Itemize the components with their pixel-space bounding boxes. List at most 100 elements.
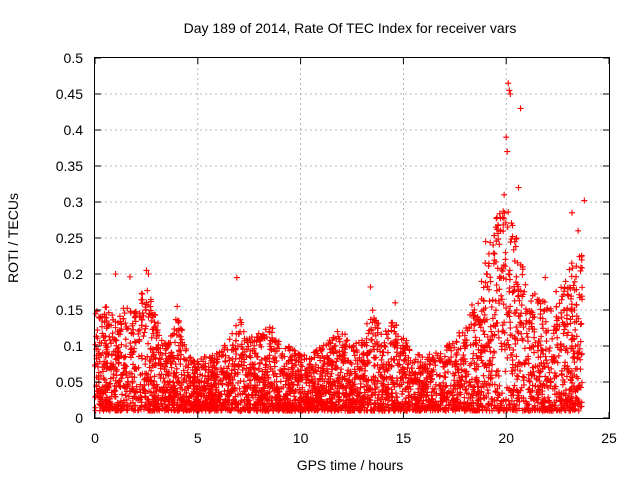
data-point [505, 271, 512, 278]
data-point [202, 366, 209, 373]
data-point [380, 349, 387, 356]
data-point [196, 398, 203, 405]
data-point [311, 385, 318, 392]
data-point [129, 320, 136, 327]
data-point [271, 359, 278, 366]
data-point [385, 407, 392, 414]
data-point [519, 271, 526, 278]
data-point [440, 363, 447, 370]
data-point [161, 395, 168, 402]
data-point [492, 388, 499, 395]
data-point [129, 405, 136, 412]
data-point [135, 353, 142, 360]
data-point [240, 388, 247, 395]
data-point [519, 335, 526, 342]
data-point [128, 329, 135, 336]
data-point [451, 377, 458, 384]
data-point [546, 407, 553, 414]
data-point [520, 291, 527, 298]
data-point [266, 388, 273, 395]
data-point [513, 386, 520, 393]
data-point [152, 323, 159, 330]
data-point [454, 366, 461, 373]
data-point [255, 330, 262, 337]
data-point [233, 330, 240, 337]
data-point [495, 236, 502, 243]
y-tick-label: 0.1 [64, 338, 84, 354]
data-point [142, 304, 149, 311]
data-point [575, 227, 582, 234]
data-point [120, 315, 127, 322]
data-point [145, 381, 152, 388]
data-point [342, 385, 349, 392]
data-point [371, 355, 378, 362]
data-point [509, 388, 516, 395]
data-point [199, 387, 206, 394]
data-point [573, 301, 580, 308]
data-point [229, 382, 236, 389]
data-point [123, 343, 130, 350]
data-point [253, 338, 260, 345]
data-point [528, 308, 535, 315]
data-point [262, 355, 269, 362]
data-point [172, 361, 179, 368]
data-point [253, 377, 260, 384]
data-point [514, 337, 521, 344]
data-point [500, 228, 507, 235]
data-point [467, 342, 474, 349]
data-point [507, 319, 514, 326]
data-point [513, 324, 520, 331]
data-point [199, 372, 206, 379]
data-point [225, 379, 232, 386]
data-point [184, 384, 191, 391]
data-point [403, 385, 410, 392]
data-point [320, 365, 327, 372]
data-point [409, 376, 416, 383]
data-point [481, 331, 488, 338]
data-point [531, 372, 538, 379]
data-point [539, 391, 546, 398]
data-point [225, 372, 232, 379]
data-point [441, 353, 448, 360]
data-point [181, 387, 188, 394]
data-point [152, 394, 159, 401]
data-points [92, 80, 588, 414]
data-point [495, 334, 502, 341]
data-point [275, 392, 282, 399]
data-point [191, 377, 198, 384]
data-point [525, 375, 532, 382]
data-point [569, 407, 576, 414]
data-point [96, 392, 103, 399]
data-point [565, 329, 572, 336]
data-point [492, 323, 499, 330]
data-point [492, 297, 499, 304]
data-point [97, 398, 104, 405]
data-point [524, 338, 531, 345]
data-point [301, 356, 308, 363]
data-point [505, 387, 512, 394]
data-point [269, 403, 276, 410]
data-point [131, 310, 138, 317]
data-point [235, 380, 242, 387]
data-point [518, 330, 525, 337]
data-point [101, 311, 108, 318]
data-point [485, 260, 492, 267]
data-point [503, 134, 510, 141]
data-point [229, 377, 236, 383]
data-point [202, 373, 209, 380]
data-point [546, 348, 553, 355]
data-point [341, 373, 348, 380]
data-point [568, 305, 575, 312]
data-point [218, 391, 225, 398]
data-point [99, 349, 106, 356]
data-point [543, 338, 550, 345]
data-point [448, 354, 455, 361]
data-point [138, 355, 145, 362]
data-point [131, 364, 138, 371]
data-point [212, 375, 219, 382]
data-point [542, 318, 549, 325]
data-point [165, 371, 172, 378]
data-point [471, 322, 478, 329]
data-point [417, 394, 424, 401]
data-point [450, 370, 457, 377]
